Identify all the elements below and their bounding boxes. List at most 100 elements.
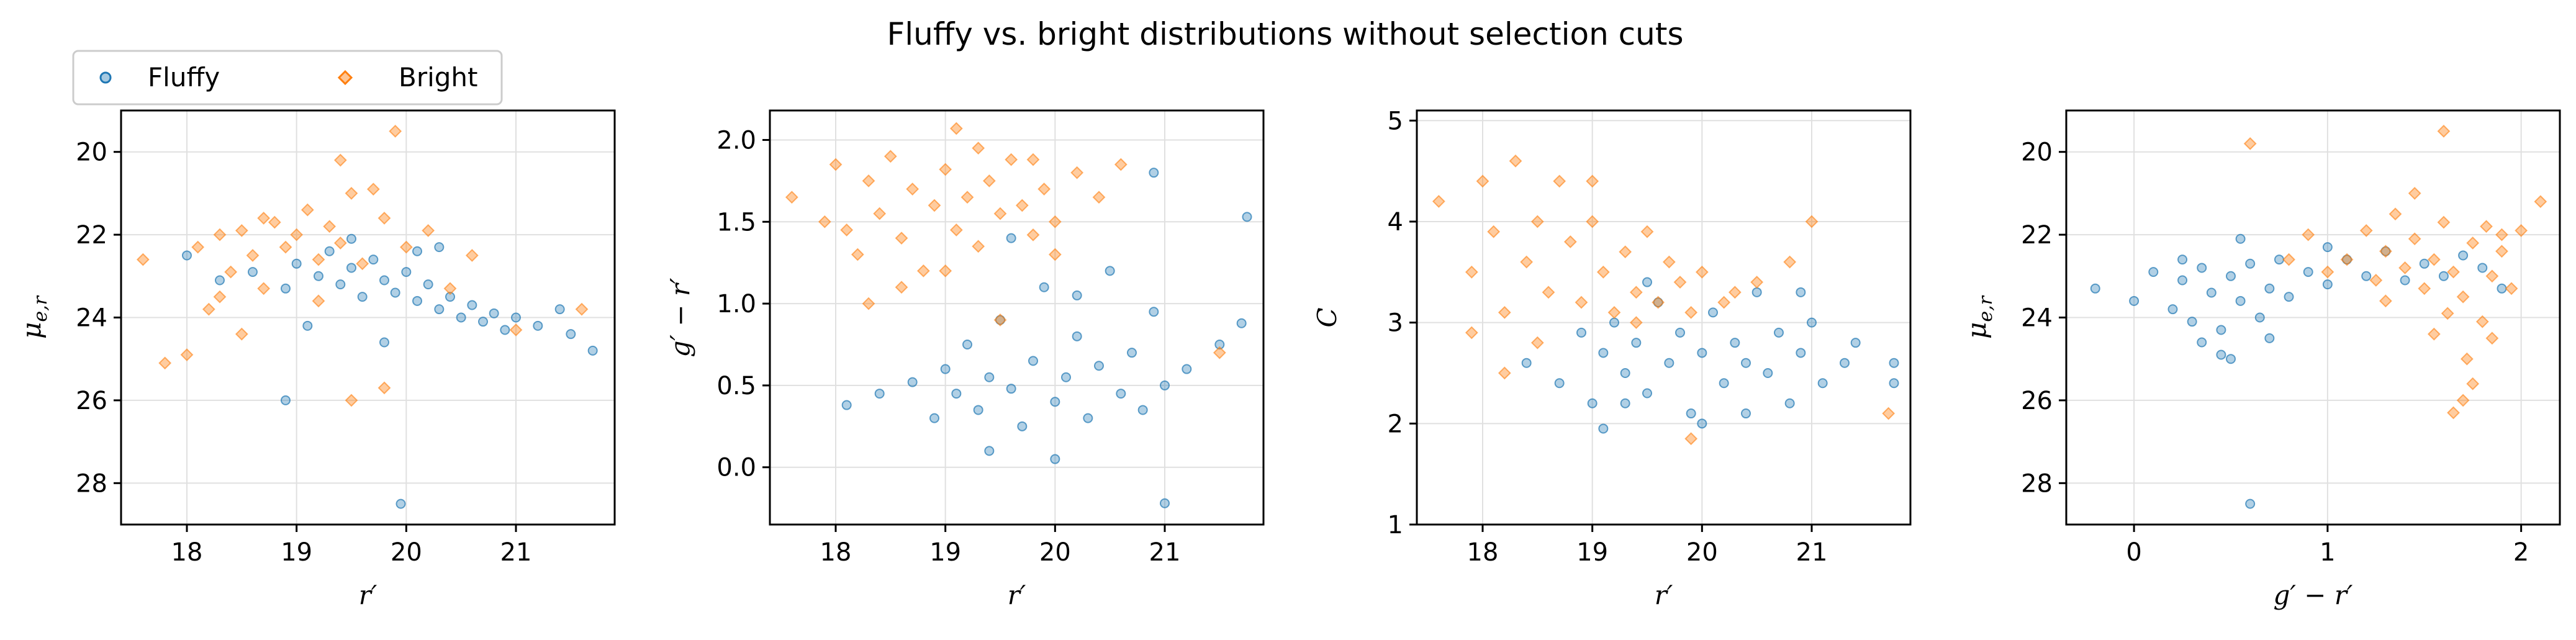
data-point-fluffy xyxy=(291,258,302,269)
data-point-fluffy xyxy=(2322,242,2333,253)
data-point-bright xyxy=(1629,286,1643,299)
data-point-bright xyxy=(1586,215,1599,228)
data-point-fluffy xyxy=(1072,290,1082,300)
data-point-bright xyxy=(895,232,908,245)
data-point-bright xyxy=(1465,326,1478,340)
legend: Fluffy Bright xyxy=(72,50,503,106)
data-point-bright xyxy=(2456,394,2470,407)
data-point-bright xyxy=(1476,174,1489,188)
data-point-fluffy xyxy=(1039,282,1049,292)
data-point-bright xyxy=(290,228,304,241)
y-tick-label: 3 xyxy=(1388,309,1403,338)
data-point-fluffy xyxy=(1741,358,1751,368)
data-point-fluffy xyxy=(1149,168,1159,178)
data-point-fluffy xyxy=(379,275,389,286)
data-point-fluffy xyxy=(1620,398,1630,408)
data-point-bright xyxy=(2515,224,2528,237)
data-point-fluffy xyxy=(587,345,598,356)
data-point-bright xyxy=(2418,282,2431,295)
data-point-fluffy xyxy=(1686,408,1696,419)
data-point-fluffy xyxy=(1817,378,1828,389)
data-point-fluffy xyxy=(1642,388,1652,399)
data-point-fluffy xyxy=(346,233,356,244)
data-point-fluffy xyxy=(1006,233,1016,243)
data-point-bright xyxy=(2427,253,2441,266)
data-point-bright xyxy=(818,215,831,228)
data-point-fluffy xyxy=(1149,307,1159,317)
y-tick-label: 22 xyxy=(2021,221,2053,250)
data-point-bright xyxy=(829,158,843,171)
data-point-bright xyxy=(1509,154,1522,168)
data-point-fluffy xyxy=(1017,421,1028,431)
data-point-bright xyxy=(884,150,897,163)
data-point-bright xyxy=(1092,191,1106,204)
data-point-fluffy xyxy=(2129,295,2140,306)
x-tick-label: 21 xyxy=(1149,538,1181,567)
data-point-bright xyxy=(993,313,1007,327)
data-point-fluffy xyxy=(1242,212,1252,222)
x-tick-label: 20 xyxy=(1686,538,1718,567)
y-tick-label: 28 xyxy=(76,469,107,498)
data-point-fluffy xyxy=(1116,389,1126,399)
data-point-fluffy xyxy=(1006,384,1016,394)
data-point-bright xyxy=(939,163,952,176)
data-point-bright xyxy=(1750,276,1764,289)
y-tick-label: 24 xyxy=(76,304,107,333)
data-point-bright xyxy=(2408,186,2421,200)
data-point-bright xyxy=(575,302,589,316)
data-point-bright xyxy=(949,223,963,237)
y-axis-label: C xyxy=(1312,307,1342,327)
data-point-bright xyxy=(982,174,996,187)
data-point-fluffy xyxy=(1741,408,1751,419)
data-point-fluffy xyxy=(951,389,962,399)
data-point-fluffy xyxy=(2177,275,2188,286)
data-point-bright xyxy=(257,212,271,225)
data-point-bright xyxy=(906,183,920,196)
data-point-fluffy xyxy=(423,279,433,290)
data-point-fluffy xyxy=(2177,255,2188,265)
data-point-fluffy xyxy=(1061,372,1071,382)
data-point-fluffy xyxy=(1719,378,1729,389)
data-point-bright xyxy=(2456,290,2470,304)
data-point-fluffy xyxy=(2477,263,2488,273)
data-point-bright xyxy=(2398,261,2412,274)
y-tick-label: 2 xyxy=(1388,410,1403,438)
data-point-bright xyxy=(377,212,391,225)
data-point-bright xyxy=(2475,315,2489,328)
data-point-fluffy xyxy=(281,395,291,405)
data-point-fluffy xyxy=(1889,378,1899,389)
data-point-bright xyxy=(1629,316,1643,330)
data-point-fluffy xyxy=(1160,380,1170,390)
data-point-bright xyxy=(2534,195,2547,209)
chart-panel-4: 0 1 2 20 22 24 26 28 g′ − r′ μe,r xyxy=(1961,109,2561,610)
data-point-bright xyxy=(2466,377,2480,390)
data-point-fluffy xyxy=(1642,277,1652,287)
data-point-fluffy xyxy=(1840,358,1850,368)
data-point-bright xyxy=(377,381,391,395)
data-point-bright xyxy=(1465,265,1478,279)
data-point-fluffy xyxy=(2342,255,2352,265)
data-point-bright xyxy=(323,220,337,233)
x-tick-label: 19 xyxy=(1576,538,1608,567)
data-point-bright xyxy=(356,257,369,271)
y-axis-label: μe,r xyxy=(1961,295,1997,339)
data-point-bright xyxy=(2388,207,2402,221)
data-point-bright xyxy=(202,302,215,316)
data-point-bright xyxy=(235,224,248,237)
data-point-fluffy xyxy=(1598,423,1609,434)
data-point-fluffy xyxy=(302,320,313,331)
data-point-fluffy xyxy=(434,304,445,315)
data-point-bright xyxy=(1520,255,1534,269)
data-point-fluffy xyxy=(2226,354,2236,364)
data-point-bright xyxy=(1783,255,1797,269)
data-point-bright xyxy=(2369,274,2383,287)
data-point-fluffy xyxy=(2245,258,2256,269)
data-point-fluffy xyxy=(2274,255,2284,265)
data-point-fluffy xyxy=(984,372,995,382)
y-axis-label: μe,r xyxy=(16,295,52,339)
data-point-bright xyxy=(333,237,347,250)
series-bright xyxy=(136,124,589,407)
data-point-fluffy xyxy=(1137,405,1148,415)
legend-label-bright: Bright xyxy=(399,62,478,92)
